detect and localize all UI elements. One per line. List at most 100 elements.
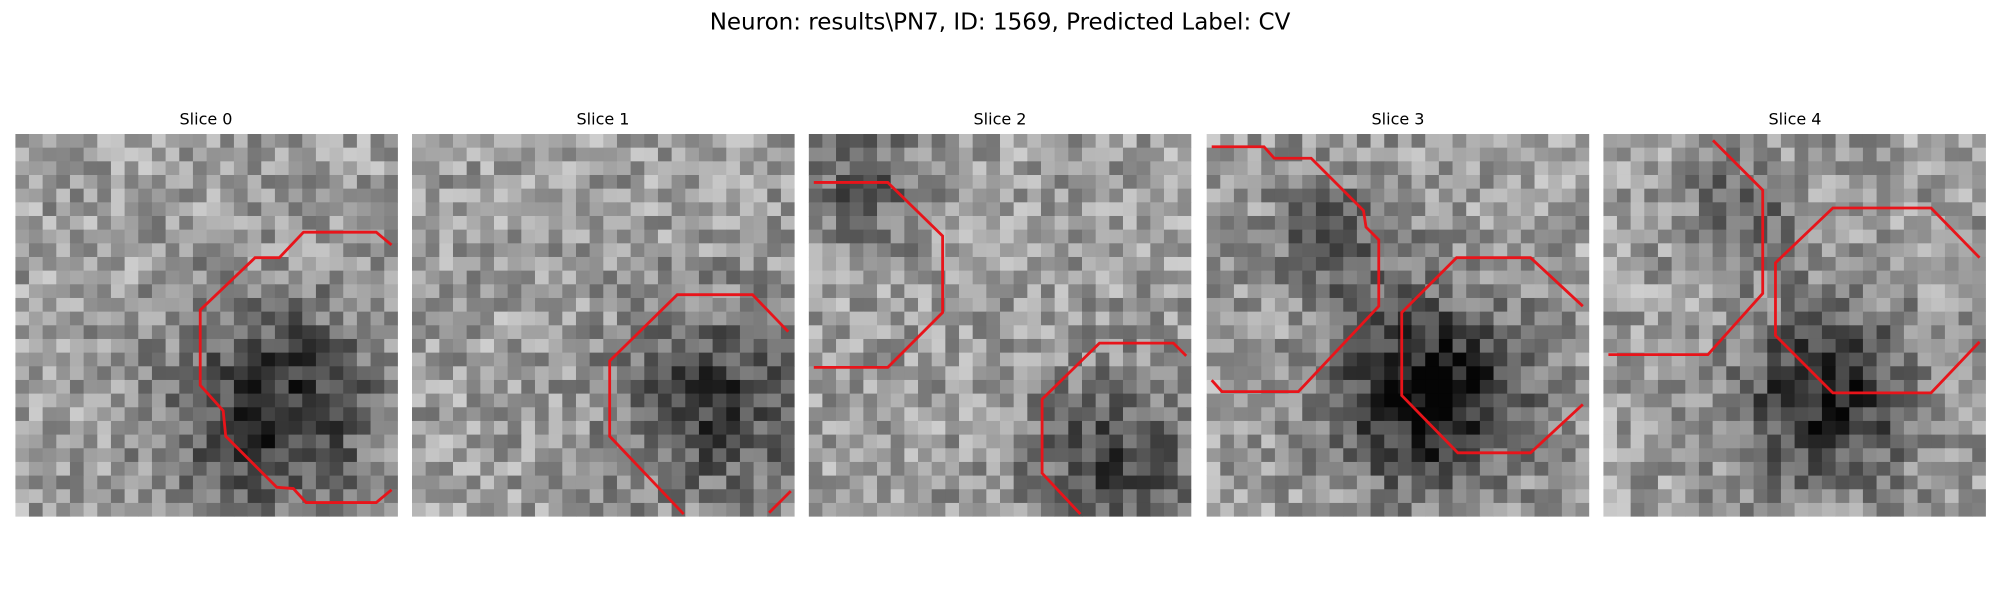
pixel: [28, 489, 44, 504]
pixel: [808, 502, 823, 517]
pixel: [603, 502, 618, 517]
pixel: [1712, 393, 1727, 408]
pixel: [698, 489, 713, 504]
pixel: [124, 284, 139, 299]
pixel: [671, 475, 686, 490]
pixel: [356, 461, 371, 476]
pixel: [1944, 502, 1959, 517]
pixel: [261, 311, 276, 326]
pixel: [986, 188, 1001, 203]
pixel: [1903, 325, 1918, 340]
pixel: [1493, 256, 1508, 272]
pixel: [124, 420, 139, 435]
pixel: [534, 256, 550, 272]
pixel: [1903, 284, 1918, 299]
pixel: [439, 311, 454, 326]
pixel: [1095, 475, 1110, 490]
pixel: [1040, 229, 1056, 244]
pixel: [726, 461, 741, 476]
pixel: [1520, 147, 1535, 162]
pixel: [863, 420, 878, 435]
pixel: [986, 461, 1001, 476]
pixel: [1479, 475, 1494, 490]
pixel: [179, 256, 194, 272]
pixel: [425, 256, 440, 272]
slice-image: [1206, 134, 1590, 517]
pixel: [822, 147, 837, 162]
pixel: [1370, 366, 1385, 381]
pixel: [261, 420, 276, 435]
pixel: [726, 502, 741, 517]
pixel: [1233, 475, 1248, 490]
pixel: [1685, 502, 1700, 517]
pixel: [534, 434, 550, 449]
pixel: [1835, 134, 1850, 149]
pixel: [589, 366, 604, 381]
pixel: [1849, 325, 1864, 340]
pixel: [97, 284, 112, 299]
pixel: [1698, 379, 1713, 395]
pixel: [1233, 229, 1248, 244]
pixel: [1507, 256, 1522, 272]
pixel: [712, 379, 727, 395]
pixel: [1575, 256, 1590, 272]
pixel: [986, 338, 1001, 354]
pixel: [1013, 229, 1028, 244]
pixel: [1220, 393, 1235, 408]
pixel: [1616, 502, 1632, 517]
pixel: [1329, 461, 1344, 476]
pixel: [425, 407, 440, 422]
pixel: [849, 202, 864, 217]
pixel: [1972, 489, 1986, 504]
pixel: [726, 352, 741, 367]
pixel: [1958, 174, 1973, 190]
pixel: [1671, 407, 1686, 422]
pixel: [521, 366, 536, 381]
pixel: [1685, 338, 1700, 354]
pixel: [1603, 352, 1618, 367]
pixel: [1808, 161, 1823, 176]
pixel: [822, 434, 837, 449]
pixel: [343, 161, 358, 176]
pixel: [1534, 215, 1549, 231]
pixel: [890, 448, 905, 463]
pixel: [1698, 352, 1713, 367]
pixel: [1630, 311, 1645, 326]
pixel: [753, 407, 768, 422]
pixel: [1288, 352, 1303, 367]
pixel: [1698, 297, 1713, 313]
pixel: [356, 393, 371, 408]
pixel: [28, 147, 44, 162]
pixel: [83, 311, 98, 326]
pixel: [1329, 475, 1344, 490]
pixel: [1849, 311, 1864, 326]
pixel: [329, 270, 344, 285]
pixel: [1261, 188, 1276, 203]
pixel: [1095, 489, 1110, 504]
pixel: [712, 366, 727, 381]
pixel: [1177, 352, 1192, 367]
pixel: [534, 161, 550, 176]
pixel: [480, 229, 495, 244]
pixel: [1315, 134, 1330, 149]
pixel: [1343, 134, 1358, 149]
pixel: [877, 420, 892, 435]
pixel: [1081, 338, 1097, 354]
pixel: [1726, 134, 1741, 149]
pixel: [780, 434, 795, 449]
pixel: [302, 147, 317, 162]
pixel: [1452, 366, 1467, 381]
pixel: [1452, 407, 1467, 422]
pixel: [302, 297, 317, 313]
pixel: [904, 229, 919, 244]
pixel: [877, 284, 892, 299]
pixel: [767, 161, 782, 176]
pixel: [904, 297, 919, 313]
pixel: [589, 297, 604, 313]
pixel: [247, 270, 262, 285]
pixel: [315, 393, 330, 408]
pixel: [753, 134, 768, 149]
pixel: [671, 188, 686, 203]
pixel: [1603, 297, 1618, 313]
pixel: [972, 366, 987, 381]
